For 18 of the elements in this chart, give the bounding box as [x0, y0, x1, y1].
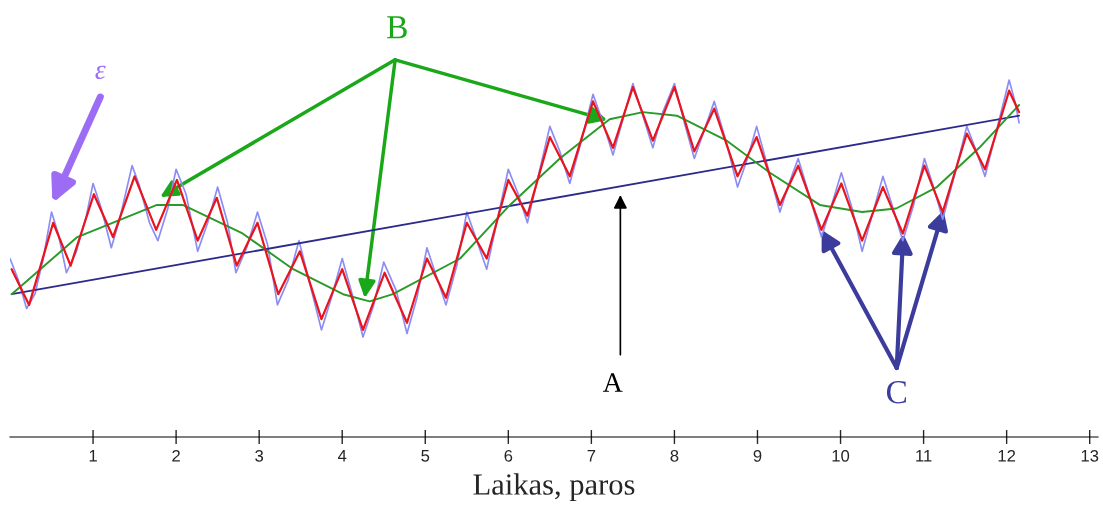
- x-tick-label: 9: [753, 449, 762, 462]
- annotation: A: [603, 373, 623, 392]
- text: B: [387, 16, 407, 39]
- text: ε: [95, 65, 106, 80]
- x-tick-label: 12: [998, 449, 1016, 462]
- x-tick-label: 1: [89, 450, 97, 462]
- x-tick-label: 7: [587, 450, 596, 462]
- annotation: C: [886, 380, 906, 404]
- x-tick-label: 6: [504, 449, 513, 462]
- x-tick-label: 5: [421, 450, 430, 462]
- x-tick-label: 13: [1081, 449, 1099, 462]
- x-tick-label: 3: [255, 449, 264, 462]
- x-tick-label: 11: [916, 450, 932, 462]
- x-tick-label: 4: [337, 450, 347, 462]
- x-tick-label: 8: [670, 449, 679, 462]
- x-tick-label: 2: [172, 449, 180, 462]
- x-tick-label: 10: [832, 449, 850, 462]
- x-axis-title: Laikas, paros: [473, 473, 635, 502]
